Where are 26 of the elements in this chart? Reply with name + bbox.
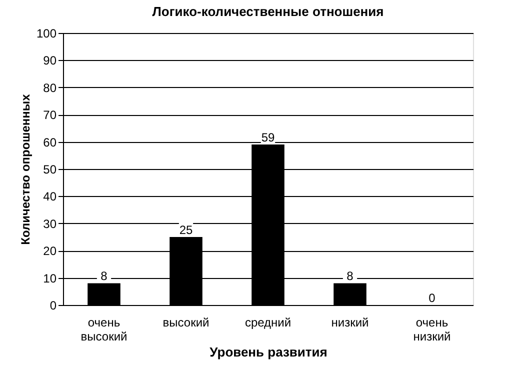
y-tick-label: 30 — [43, 216, 57, 231]
x-tick-label: низкий — [331, 316, 369, 330]
x-tick-label: очень высокий — [80, 316, 128, 344]
x-axis-title: Уровень развития — [210, 344, 328, 360]
y-tick-label: 10 — [43, 271, 57, 286]
y-axis-title: Количество опрошенных — [18, 94, 32, 245]
data-label: 0 — [428, 291, 436, 305]
y-tick-label: 50 — [43, 162, 57, 176]
y-tick-label: 90 — [43, 54, 57, 68]
chart-title: Логико-количественные отношения — [152, 4, 384, 19]
x-tick-label: очень низкий — [413, 316, 451, 344]
data-label: 25 — [179, 223, 193, 237]
bar — [88, 283, 120, 305]
y-tick-label: 40 — [43, 190, 57, 204]
data-label: 8 — [100, 269, 108, 284]
data-label: 8 — [346, 269, 354, 284]
x-tick-label: высокий — [162, 316, 210, 330]
data-label: 59 — [261, 130, 275, 145]
y-tick-label: 60 — [43, 135, 57, 150]
x-tick-label: средний — [244, 316, 292, 330]
y-tick-label: 100 — [36, 26, 57, 40]
bar — [334, 283, 366, 305]
y-tick-label: 0 — [50, 298, 57, 312]
y-tick-label: 20 — [43, 244, 57, 258]
y-tick-label: 70 — [43, 108, 57, 122]
y-tick-label: 80 — [43, 80, 57, 95]
